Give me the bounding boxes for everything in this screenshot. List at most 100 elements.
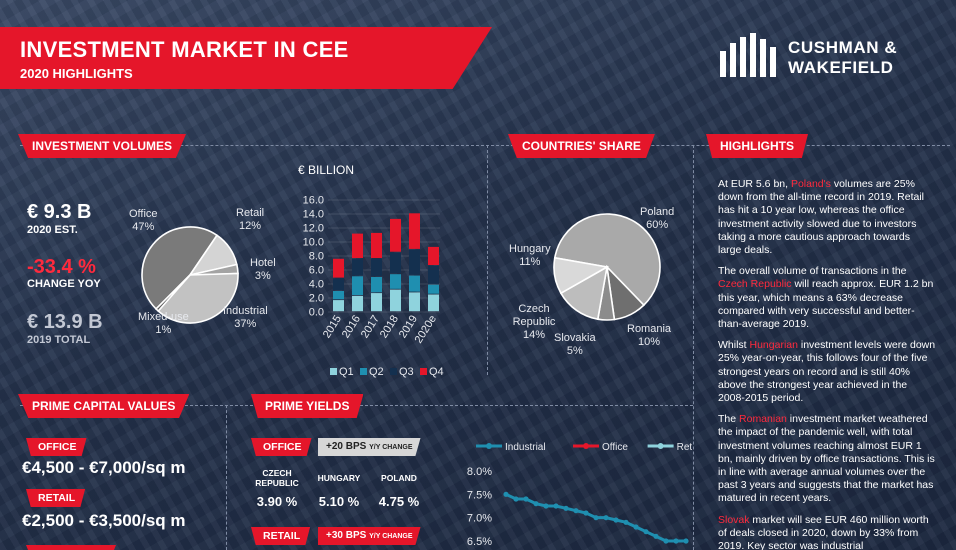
y-tick-label: 14.0 bbox=[303, 209, 324, 221]
pie-label-office: Office 47% bbox=[129, 208, 158, 233]
yield-office-tag: OFFICE bbox=[251, 438, 312, 456]
point-industrial bbox=[603, 515, 609, 521]
legend-marker bbox=[486, 443, 492, 449]
section-prime-capital-values: PRIME CAPITAL VALUES bbox=[18, 394, 190, 418]
bar-segment-q2 bbox=[333, 291, 344, 300]
bar-segment-q3 bbox=[371, 258, 382, 277]
quarterly-volumes-bar-chart: 0.02.04.06.08.010.012.014.016.0201520162… bbox=[303, 195, 444, 379]
legend-swatch bbox=[420, 368, 427, 375]
capital-office-value: €4,500 - €7,000/sq m bbox=[22, 458, 186, 477]
bar-segment-q3 bbox=[390, 252, 401, 274]
pie-label-romania: Romania 10% bbox=[627, 323, 672, 348]
point-industrial bbox=[583, 510, 589, 516]
y-tick-label: 0.0 bbox=[309, 307, 324, 319]
legend-label-office: Office bbox=[602, 442, 628, 453]
point-industrial bbox=[663, 538, 669, 544]
bar-segment-q1 bbox=[371, 293, 382, 312]
yield-retail-change: +30 BPS Y/Y CHANGE bbox=[318, 527, 421, 545]
pie-slice-office bbox=[141, 226, 219, 311]
x-tick-label: 2016 bbox=[340, 313, 363, 340]
pie-label-hungary: Hungary 11% bbox=[509, 243, 551, 268]
divider bbox=[487, 145, 488, 375]
point-industrial bbox=[513, 496, 519, 502]
pie-label-retail: Retail 12% bbox=[236, 207, 265, 232]
legend-swatch bbox=[360, 368, 367, 375]
point-industrial bbox=[553, 503, 559, 509]
previous-volume-value: € 13.9 B bbox=[27, 311, 103, 333]
total-volume-label: 2020 EST. bbox=[27, 224, 78, 236]
point-industrial bbox=[573, 508, 579, 514]
highlights-text: At EUR 5.6 bn, Poland's volumes are 25% … bbox=[718, 178, 936, 550]
yield-country-czech: CZECH REPUBLIC bbox=[255, 468, 299, 488]
logo-text: CUSHMAN & WAKEFIELD bbox=[788, 38, 898, 77]
y-tick-label: 7.5% bbox=[467, 489, 492, 501]
bar-segment-q3 bbox=[333, 278, 344, 291]
divider bbox=[693, 145, 694, 550]
y-tick-label: 4.0 bbox=[309, 279, 324, 291]
legend-swatch bbox=[390, 368, 397, 375]
pie-slice-hungary bbox=[553, 256, 610, 295]
highlight-paragraph: Slovak market will see EUR 460 million w… bbox=[718, 513, 929, 550]
pie-label-poland: Poland 60% bbox=[640, 206, 675, 231]
yield-value-poland: 4.75 % bbox=[378, 494, 420, 509]
point-industrial bbox=[503, 491, 509, 497]
y-tick-label: 7.0% bbox=[467, 513, 492, 525]
bar-segment-q1 bbox=[333, 300, 344, 312]
y-tick-label: 8.0 bbox=[309, 251, 324, 263]
bar-segment-q2 bbox=[371, 277, 382, 293]
logo-icon bbox=[720, 33, 780, 77]
y-tick-label: 12.0 bbox=[303, 223, 324, 235]
y-tick-label: 6.5% bbox=[467, 536, 492, 548]
pie-label-mixed-use: Mixed-use 1% bbox=[138, 311, 189, 336]
capital-retail-value: €2,500 - €3,500/sq m bbox=[22, 511, 186, 530]
bar-segment-q2 bbox=[352, 276, 363, 296]
capital-retail-tag: RETAIL bbox=[26, 489, 86, 507]
point-industrial bbox=[633, 524, 639, 530]
total-volume-value: € 9.3 B bbox=[27, 201, 92, 223]
pie-label-industrial: Industrial 37% bbox=[223, 305, 268, 330]
bar-segment-q4 bbox=[409, 213, 420, 249]
bar-segment-q1 bbox=[390, 289, 401, 312]
bar-segment-q4 bbox=[371, 232, 382, 258]
point-industrial bbox=[683, 538, 689, 544]
bar-segment-q3 bbox=[409, 249, 420, 275]
bar-segment-q2 bbox=[409, 275, 420, 292]
legend-marker bbox=[657, 443, 664, 449]
yield-retail-tag: RETAIL bbox=[251, 527, 311, 545]
section-highlights: HIGHLIGHTS bbox=[706, 134, 808, 158]
legend-label-q1: Q1 bbox=[339, 366, 354, 378]
highlight-paragraph: The overall volume of transactions in th… bbox=[718, 265, 934, 331]
section-prime-yields: PRIME YIELDS bbox=[251, 394, 364, 418]
y-tick-label: 16.0 bbox=[303, 195, 324, 207]
y-tick-label: 2.0 bbox=[309, 293, 324, 305]
point-industrial bbox=[533, 501, 539, 507]
sector-pie-chart bbox=[141, 226, 239, 324]
title-banner bbox=[0, 27, 492, 89]
page-title: INVESTMENT MARKET IN CEE bbox=[20, 37, 349, 62]
legend-label-q4: Q4 bbox=[429, 366, 444, 378]
x-tick-label: 2017 bbox=[359, 313, 382, 340]
divider bbox=[226, 405, 227, 550]
pie-label-slovakia: Slovakia 5% bbox=[554, 332, 596, 357]
bar-segment-q1 bbox=[352, 295, 363, 312]
bar-segment-q4 bbox=[428, 246, 439, 265]
point-industrial bbox=[653, 533, 659, 539]
change-label: CHANGE YOY bbox=[27, 278, 101, 290]
legend-label-q3: Q3 bbox=[399, 366, 414, 378]
x-tick-label: 2015 bbox=[321, 313, 344, 340]
bar-segment-q2 bbox=[428, 284, 439, 294]
bar-segment-q1 bbox=[409, 292, 420, 312]
bar-segment-q4 bbox=[352, 233, 363, 258]
capital-office-tag: OFFICE bbox=[26, 438, 87, 456]
point-industrial bbox=[543, 503, 549, 509]
highlight-paragraph: At EUR 5.6 bn, Poland's volumes are 25% … bbox=[718, 178, 925, 257]
page-subtitle: 2020 HIGHLIGHTS bbox=[20, 66, 133, 81]
divider bbox=[20, 145, 950, 146]
pie-label-czech-republic: Czech Republic 14% bbox=[512, 303, 556, 341]
yield-value-hungary: 5.10 % bbox=[318, 494, 360, 509]
yield-value-czech: 3.90 % bbox=[256, 494, 298, 509]
capital-next-tag bbox=[26, 545, 116, 550]
bar-segment-q2 bbox=[390, 274, 401, 289]
countries-pie-chart bbox=[553, 213, 661, 321]
bar-chart-title: € BILLION bbox=[298, 163, 355, 177]
